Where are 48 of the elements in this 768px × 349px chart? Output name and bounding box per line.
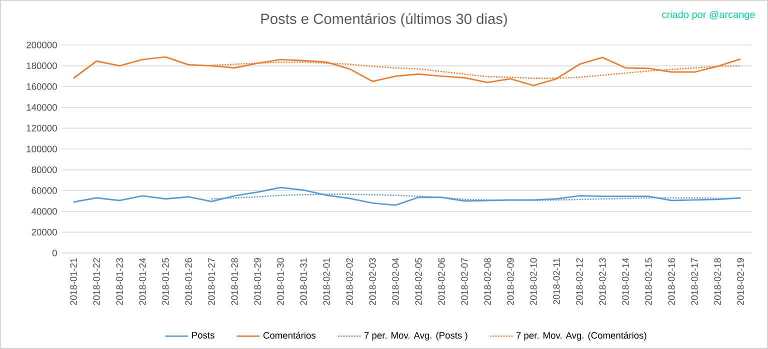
y-tick-label: 120000 <box>26 124 57 132</box>
y-tick-label: 160000 <box>26 83 57 90</box>
x-tick-label: 2018-02-10 <box>530 258 537 305</box>
line-series <box>72 56 742 86</box>
x-tick-label: 2018-02-07 <box>461 258 468 305</box>
y-tick-label: 20000 <box>32 228 57 236</box>
x-tick-label: 2018-02-19 <box>737 258 744 305</box>
chart-title: Posts e Comentários (últimos 30 dias) <box>261 13 507 27</box>
legend-label: 7 per. Mov. Avg. (Posts ) <box>364 332 468 341</box>
x-tick-label: 2018-01-25 <box>162 258 169 305</box>
x-tick-label: 2018-02-18 <box>714 258 721 305</box>
x-tick-label: 2018-01-26 <box>185 258 192 305</box>
y-tick-label: 40000 <box>32 208 57 215</box>
x-tick-label: 2018-01-30 <box>277 258 284 305</box>
x-tick-label: 2018-02-01 <box>323 258 330 305</box>
x-tick-label: 2018-02-17 <box>691 258 698 305</box>
legend-label: 7 per. Mov. Avg. (Comentários) <box>516 332 646 341</box>
y-tick-label: 180000 <box>26 62 57 70</box>
text: criado por @arcange <box>662 10 755 20</box>
x-tick-label: 2018-01-23 <box>116 258 123 305</box>
x-tick-label: 2018-02-11 <box>553 258 560 304</box>
y-tick-label: 200000 <box>26 42 57 48</box>
x-tick-label: 2018-02-02 <box>346 258 353 305</box>
x-tick-label: 2018-01-27 <box>208 258 215 305</box>
y-tick-label: 80000 <box>32 166 57 174</box>
x-tick-label: 2018-01-21 <box>70 258 77 305</box>
y-tick-label: 100000 <box>26 146 57 152</box>
x-tick-label: 2018-01-29 <box>254 258 261 305</box>
x-tick-label: 2018-02-09 <box>507 258 514 305</box>
x-tick-label: 2018-02-03 <box>369 258 376 305</box>
x-tick-label: 2018-02-04 <box>392 258 399 305</box>
x-tick-label: 2018-02-06 <box>438 258 445 305</box>
x-tick-label: 2018-01-31 <box>300 258 307 305</box>
x-tick-label: 2018-02-05 <box>415 258 422 305</box>
legend-label: Comentários <box>263 332 316 339</box>
legend-label: Posts <box>192 332 214 338</box>
y-tick-label: 60000 <box>32 187 57 194</box>
x-tick-label: 2018-02-14 <box>622 258 629 305</box>
y-tick-label: 140000 <box>26 104 57 111</box>
x-tick-label: 2018-02-13 <box>599 258 606 305</box>
x-tick-label: 2018-02-15 <box>645 258 652 305</box>
x-tick-label: 2018-02-08 <box>484 258 491 305</box>
x-tick-label: 2018-02-16 <box>668 258 675 305</box>
x-tick-label: 2018-01-24 <box>139 258 146 305</box>
x-tick-label: 2018-02-12 <box>576 258 583 305</box>
x-tick-label: 2018-01-28 <box>231 258 238 305</box>
y-tick-label: 0 <box>52 250 57 256</box>
x-tick-label: 2018-01-22 <box>93 258 100 305</box>
